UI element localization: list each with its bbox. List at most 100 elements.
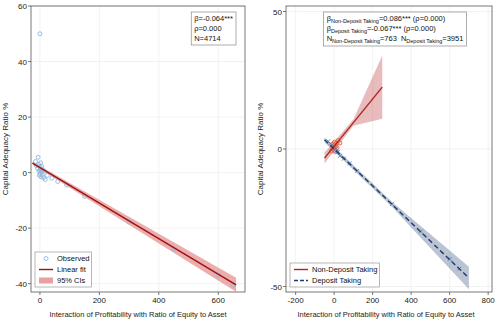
grid-line	[286, 149, 492, 150]
tick-label: -40	[15, 280, 27, 289]
bands	[32, 162, 236, 292]
legend-swatch	[44, 257, 48, 261]
tick-label: 0	[278, 145, 283, 154]
tick-label: 400	[404, 296, 418, 305]
tick-label: -50	[270, 283, 282, 292]
plot-frame	[31, 6, 245, 292]
tick	[39, 292, 40, 295]
tick	[158, 292, 159, 295]
legend-label: Non-Deposit Taking	[312, 265, 377, 274]
annotation-sub: Non-Deposit Taking	[332, 38, 380, 44]
fit-line	[32, 163, 236, 285]
annotation-box	[324, 12, 467, 46]
point	[43, 178, 47, 182]
grid-line	[31, 61, 245, 62]
tick	[283, 11, 286, 12]
tick	[283, 149, 286, 150]
legend: Non-Deposit Taking Deposit Taking	[290, 263, 379, 287]
plot-frame	[286, 6, 492, 292]
tick-label: -20	[15, 224, 27, 233]
point	[36, 155, 40, 159]
data	[32, 32, 236, 292]
grid-line	[218, 6, 219, 292]
points	[33, 32, 235, 287]
annotation-box	[191, 12, 236, 45]
tick-label: 0	[332, 296, 337, 305]
tick-label: 200	[366, 296, 380, 305]
annotation-text: βDeposit Taking=-0.067*** (ρ=0.000)	[327, 24, 437, 34]
point	[45, 173, 49, 177]
grid-line	[31, 172, 245, 173]
annotation-text: N=4714	[194, 34, 220, 43]
tick-label: 600	[443, 296, 457, 305]
plot-bg	[31, 6, 245, 292]
annotation-sub: Deposit Taking	[331, 28, 367, 34]
tick-label: 40	[18, 58, 27, 67]
tick-label: 50	[273, 8, 282, 17]
data	[325, 56, 469, 290]
tick-label: 600	[212, 296, 226, 305]
axes: 0 200 400 600 -40 -20 0 20 40 60 Interaction of Pr…	[1, 2, 227, 319]
annotation-part: =3951	[442, 34, 463, 43]
annotation-part: =763	[380, 34, 397, 43]
legend-label: Observed	[57, 254, 90, 263]
plot-bg	[286, 6, 492, 292]
point	[33, 159, 37, 163]
lines	[32, 163, 236, 285]
annotation-text: NNon-Deposit Taking=763NDeposit Taking=3…	[327, 34, 464, 44]
y-axis-label: Capital Adequacy Ratio %	[1, 103, 10, 196]
tick	[411, 292, 412, 295]
tick-label: 200	[93, 296, 107, 305]
point	[338, 154, 342, 158]
annotation-text: ρ=0.000	[194, 24, 221, 33]
point	[38, 32, 42, 36]
axes: -2000200400600800-50050Interaction of Pr…	[256, 8, 495, 320]
grid-line	[158, 6, 159, 292]
tick	[28, 61, 31, 62]
y-axis-label: Capital Adequacy Ratio %	[256, 103, 265, 196]
lines	[325, 87, 469, 278]
legend-box	[290, 263, 379, 287]
tick	[295, 292, 296, 295]
point	[50, 176, 54, 180]
point	[56, 179, 60, 183]
chart-root: 0200400600-40-200204060Interaction of Pr…	[0, 0, 500, 325]
panel: -2000200400600800-50050Interaction of Pr…	[256, 6, 495, 319]
legend-swatch	[39, 278, 53, 284]
tick	[28, 172, 31, 173]
legend-label: Deposit Taking	[312, 276, 361, 285]
legend-label: 95% CIs	[57, 276, 86, 285]
tick-label: -200	[288, 296, 305, 305]
tick-label: 0	[23, 169, 28, 178]
tick-label: 60	[18, 2, 27, 11]
tick	[449, 292, 450, 295]
legend-swatch	[294, 280, 308, 281]
tick-label: 400	[152, 296, 166, 305]
annotation-sub: Deposit Taking	[406, 38, 442, 44]
legend-swatch	[294, 269, 308, 270]
x-axis-label: Interaction of Profitability with Ratio …	[297, 310, 475, 319]
tick	[334, 292, 335, 295]
bands	[325, 56, 469, 290]
legend-label: Linear fit	[57, 265, 87, 274]
x-axis-label: Interaction of Profitability with Ratio …	[49, 310, 227, 319]
panel: 0 200 400 600 -40 -20 0 20 40 60 Interaction of Pr…	[1, 2, 245, 319]
annotation-text: βNon-Deposit Taking=0.086*** (ρ=0.000)	[327, 14, 446, 24]
tick-label: 0	[38, 296, 43, 305]
tick	[28, 228, 31, 229]
annotation-part: =-0.067*** (ρ=0.000)	[367, 24, 436, 33]
annotation: βNon-Deposit Taking=0.086*** (ρ=0.000)βD…	[324, 12, 467, 46]
tick	[283, 286, 286, 287]
legend-swatch	[39, 269, 53, 270]
grid-line	[99, 6, 100, 292]
grid-line	[31, 117, 245, 118]
tick	[488, 292, 489, 295]
tick	[28, 6, 31, 7]
tick	[372, 292, 373, 295]
annotation-text: β=-0.064***	[194, 14, 233, 23]
tick	[28, 283, 31, 284]
ci-band	[32, 162, 236, 292]
grid-line	[39, 6, 40, 292]
tick-label: 20	[18, 113, 27, 122]
tick	[28, 117, 31, 118]
